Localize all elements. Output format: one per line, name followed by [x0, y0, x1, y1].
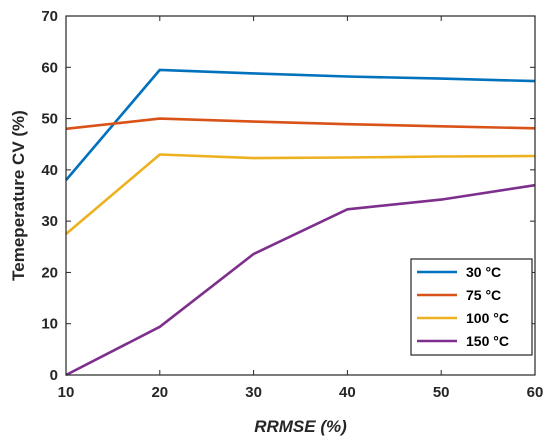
- y-tick-label: 30: [41, 213, 58, 230]
- x-tick-label: 50: [433, 384, 450, 401]
- y-tick-label: 60: [41, 59, 58, 76]
- y-axis: 0 10 20 30 40 50 60 70: [41, 8, 535, 384]
- y-tick-label: 70: [41, 8, 58, 25]
- x-axis: 10 20 30 40 50 60: [58, 16, 544, 401]
- y-tick-label: 40: [41, 162, 58, 179]
- y-tick-label: 50: [41, 111, 58, 128]
- legend-label-4: 150 °C: [466, 333, 509, 349]
- legend-label-1: 30 °C: [466, 264, 501, 280]
- series-line-2: [65, 117, 536, 131]
- series-line-1: [65, 68, 536, 181]
- y-tick-label: 0: [50, 367, 58, 384]
- y-tick-label: 10: [41, 316, 58, 333]
- legend-label-2: 75 °C: [466, 287, 501, 303]
- series-line-4: [65, 183, 536, 377]
- x-tick-label: 30: [245, 384, 262, 401]
- axes-frame: [65, 15, 536, 376]
- legend: 30 °C 75 °C 100 °C 150 °C: [410, 258, 533, 356]
- y-tick-label: 20: [41, 264, 58, 281]
- x-tick-label: 20: [151, 384, 168, 401]
- x-tick-label: 40: [339, 384, 356, 401]
- x-tick-label: 10: [58, 384, 75, 401]
- legend-label-3: 100 °C: [466, 310, 509, 326]
- series-line-3: [65, 153, 536, 235]
- legend-box: [410, 258, 533, 356]
- series-lines: [65, 68, 536, 377]
- y-axis-label: Temeperature CV (%): [9, 110, 28, 281]
- x-tick-label: 60: [527, 384, 544, 401]
- x-axis-label: RRMSE (%): [254, 417, 347, 436]
